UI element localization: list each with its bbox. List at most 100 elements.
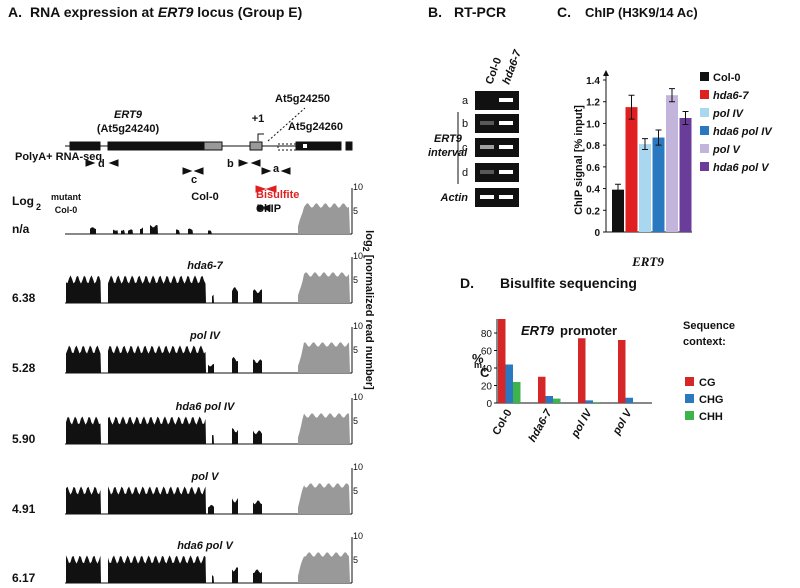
track-name: pol IV xyxy=(189,330,222,342)
x-tick-label: Col-0 xyxy=(490,408,514,438)
column-label: hda6-7 xyxy=(501,48,525,86)
coverage xyxy=(298,342,350,373)
coverage xyxy=(298,552,350,583)
track-value: n/a xyxy=(12,222,30,236)
coverage xyxy=(253,500,262,514)
chart-title: Bisulfite sequencing xyxy=(500,275,637,291)
legend-label: pol IV xyxy=(712,108,745,120)
x-tick-label: pol IV xyxy=(569,406,596,440)
coverage xyxy=(108,345,206,373)
primer: c xyxy=(191,174,197,186)
bar xyxy=(618,340,626,403)
y-tick-label: 80 xyxy=(481,329,493,340)
track-value: 5.90 xyxy=(12,432,36,446)
row-label: Actin xyxy=(440,192,469,204)
y-tick-label: 60 xyxy=(481,347,493,358)
track-tick: 10 xyxy=(353,392,363,402)
coverage xyxy=(176,229,180,234)
gel-lane xyxy=(475,163,519,182)
band xyxy=(499,145,513,149)
x-tick-label: pol V xyxy=(610,406,635,438)
chart-title: ChIP (H3K9/14 Ac) xyxy=(585,5,698,20)
bar xyxy=(578,338,586,403)
legend-swatch xyxy=(685,377,694,386)
band xyxy=(480,145,494,149)
legend-label: pol V xyxy=(712,144,742,156)
gene-name: At5g24250 xyxy=(275,93,330,105)
band xyxy=(499,195,513,199)
coverage xyxy=(253,569,262,583)
legend-title: context: xyxy=(683,336,726,348)
panel-title: D. xyxy=(460,275,474,291)
track-value: 6.38 xyxy=(12,291,36,305)
bar xyxy=(553,398,561,403)
ratio: mutant xyxy=(51,192,81,202)
track-tick: 5 xyxy=(353,345,358,355)
bar xyxy=(498,319,506,403)
coverage xyxy=(212,435,214,444)
legend-swatch xyxy=(700,144,709,153)
y-tick-label: 0.4 xyxy=(586,185,600,196)
row-label: b xyxy=(462,118,468,130)
legend-swatch xyxy=(700,108,709,117)
coverage xyxy=(66,416,101,444)
track-value: 4.91 xyxy=(12,502,36,516)
gene-diagram xyxy=(65,107,353,212)
legend-label: CG xyxy=(699,377,716,389)
primer: a xyxy=(273,163,280,175)
panel-title: B. RT-PCR xyxy=(428,4,506,20)
y-tick-label: 0.8 xyxy=(586,141,600,152)
coverage xyxy=(90,227,96,234)
bar xyxy=(538,376,546,403)
coverage xyxy=(232,567,238,583)
legend-label: CHG xyxy=(699,394,723,406)
panel-label: A. xyxy=(8,4,22,20)
coverage xyxy=(253,289,262,303)
track-name: hda6-7 xyxy=(187,260,223,272)
band xyxy=(480,121,494,125)
coverage xyxy=(253,430,262,444)
track-tick: 10 xyxy=(353,321,363,331)
y-tick-label: 20 xyxy=(481,382,493,393)
rnaseq-label: PolyA+ RNA-seq xyxy=(15,151,102,163)
coverage xyxy=(66,555,101,583)
bar xyxy=(505,364,513,403)
track-tick: 10 xyxy=(353,182,363,192)
y-axis-label: m xyxy=(474,360,482,370)
title-part: RNA expression at xyxy=(30,4,158,20)
ratio: Log xyxy=(12,194,34,208)
coverage xyxy=(298,483,350,514)
y-tick-label: 0 xyxy=(594,228,600,239)
coverage xyxy=(232,497,238,514)
y-axis-label: C xyxy=(480,365,490,380)
bar xyxy=(625,397,633,403)
axis-arrow xyxy=(603,70,609,76)
bar xyxy=(625,107,638,232)
gel-lane xyxy=(475,114,519,133)
ratio: 2 xyxy=(36,202,41,212)
bar xyxy=(545,396,553,403)
panel-title: C. xyxy=(557,4,571,20)
y-tick-label: 0.6 xyxy=(586,163,600,174)
error-bar xyxy=(628,94,635,120)
labels: A. RNA expression at ERT9 locus (Group E)… xyxy=(8,4,506,390)
y-axis-label: % xyxy=(472,351,484,366)
coverage xyxy=(298,413,350,444)
coverage xyxy=(108,416,206,444)
legend-label: hda6 pol IV xyxy=(713,126,773,138)
coverage xyxy=(128,229,133,234)
axis-label: [normalized read number] xyxy=(363,252,375,390)
error-bar xyxy=(655,129,662,146)
coverage xyxy=(108,555,206,583)
bar xyxy=(679,118,692,232)
row-label: a xyxy=(462,95,469,107)
coverage xyxy=(232,287,238,303)
coverage xyxy=(140,227,143,234)
y-tick-label: 1.0 xyxy=(586,119,600,130)
track-name: hda6 pol IV xyxy=(176,401,236,413)
panel-title: A. RNA expression at ERT9 locus (Group E) xyxy=(8,4,302,20)
error-bar xyxy=(669,88,675,103)
coverage xyxy=(298,272,350,303)
annotation: promoter xyxy=(560,323,617,338)
coverage xyxy=(298,203,350,234)
